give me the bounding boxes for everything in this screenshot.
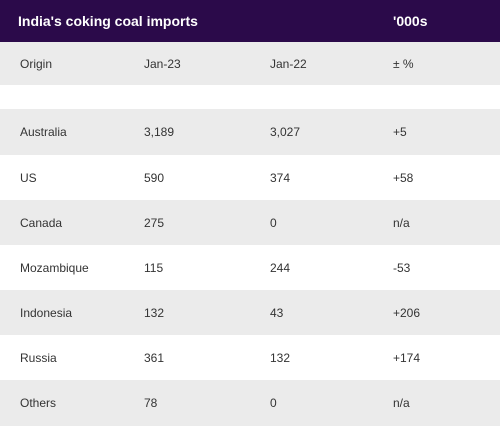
origin-cell: Indonesia bbox=[20, 305, 73, 320]
column-header-origin: Origin bbox=[20, 56, 53, 71]
spacer-row bbox=[0, 85, 500, 109]
change-cell: -53 bbox=[393, 260, 411, 275]
jan-23-cell: 361 bbox=[144, 350, 165, 365]
origin-cell: Mozambique bbox=[20, 260, 89, 275]
column-header-row: Origin Jan-23 Jan-22 ± % bbox=[0, 42, 500, 85]
change-cell: n/a bbox=[393, 396, 410, 410]
origin-cell: Russia bbox=[20, 350, 57, 365]
change-cell: +5 bbox=[393, 125, 407, 139]
origin-cell: Australia bbox=[20, 125, 67, 139]
table-row: US 590 374 +58 bbox=[0, 155, 500, 200]
jan-22-cell: 374 bbox=[270, 170, 291, 185]
jan-22-cell: 244 bbox=[270, 260, 291, 275]
jan-22-cell: 0 bbox=[270, 396, 277, 410]
column-header-change: ± % bbox=[393, 56, 414, 71]
table-row: Australia 3,189 3,027 +5 bbox=[0, 109, 500, 155]
table-row: Canada 275 0 n/a bbox=[0, 200, 500, 245]
table-header: India's coking coal imports '000s bbox=[0, 0, 500, 42]
change-cell: +58 bbox=[393, 170, 414, 185]
table-row: Others 78 0 n/a bbox=[0, 380, 500, 426]
jan-23-cell: 3,189 bbox=[144, 125, 175, 139]
jan-23-cell: 115 bbox=[144, 260, 164, 275]
column-header-jan-23: Jan-23 bbox=[144, 56, 181, 71]
jan-22-cell: 3,027 bbox=[270, 125, 301, 139]
origin-cell: Canada bbox=[20, 215, 63, 230]
table-row: Russia 361 132 +174 bbox=[0, 335, 500, 380]
table-row: Indonesia 132 43 +206 bbox=[0, 290, 500, 335]
change-cell: +174 bbox=[393, 350, 421, 365]
jan-22-cell: 132 bbox=[270, 350, 291, 365]
jan-23-cell: 275 bbox=[144, 215, 165, 230]
origin-cell: US bbox=[20, 170, 37, 185]
table-unit: '000s bbox=[393, 13, 428, 29]
jan-23-cell: 590 bbox=[144, 170, 165, 185]
change-cell: +206 bbox=[393, 305, 421, 320]
table-row: Mozambique 115 244 -53 bbox=[0, 245, 500, 290]
table-title: India's coking coal imports bbox=[18, 13, 198, 29]
change-cell: n/a bbox=[393, 215, 410, 230]
column-header-jan-22: Jan-22 bbox=[270, 56, 307, 71]
origin-cell: Others bbox=[20, 396, 57, 410]
jan-23-cell: 78 bbox=[144, 396, 158, 410]
jan-22-cell: 0 bbox=[270, 215, 277, 230]
jan-22-cell: 43 bbox=[270, 305, 284, 320]
jan-23-cell: 132 bbox=[144, 305, 165, 320]
